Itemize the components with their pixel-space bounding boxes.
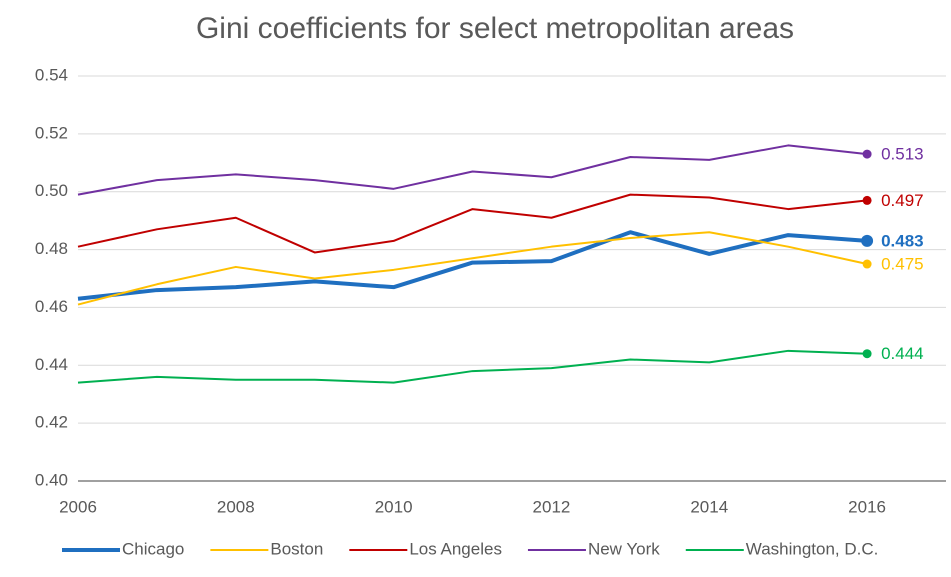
series-line [77, 231, 868, 306]
y-tick-label: 0.44 [35, 355, 68, 374]
chart-title: Gini coefficients for select metropolita… [196, 12, 794, 45]
end-marker [862, 349, 872, 359]
x-tick-label: 2010 [375, 497, 413, 516]
value-label: 0.497 [881, 191, 924, 210]
legend-label: Los Angeles [409, 539, 502, 558]
end-marker [861, 234, 874, 247]
value-label: 0.483 [881, 231, 924, 250]
value-label: 0.475 [881, 255, 924, 274]
value-label: 0.513 [881, 145, 924, 164]
end-marker [862, 149, 872, 159]
legend-label: Chicago [122, 539, 184, 558]
legend-label: Washington, D.C. [746, 539, 879, 558]
x-tick-label: 2006 [59, 497, 97, 516]
x-tick-label: 2014 [690, 497, 728, 516]
end-marker [862, 195, 872, 205]
x-tick-label: 2008 [217, 497, 255, 516]
x-tick-label: 2016 [848, 497, 886, 516]
legend-label: Boston [270, 539, 323, 558]
y-tick-label: 0.46 [35, 297, 68, 316]
y-tick-label: 0.48 [35, 239, 68, 258]
legend-label: New York [588, 539, 660, 558]
y-tick-label: 0.50 [35, 181, 68, 200]
value-label: 0.444 [881, 344, 924, 363]
y-tick-label: 0.42 [35, 413, 68, 432]
series-line [77, 193, 868, 254]
series-line [77, 230, 868, 301]
series-line [77, 144, 868, 196]
x-tick-label: 2012 [533, 497, 571, 516]
end-marker [862, 259, 872, 269]
y-tick-label: 0.54 [35, 65, 68, 84]
series-line [77, 349, 868, 384]
y-tick-label: 0.52 [35, 123, 68, 142]
y-tick-label: 0.40 [35, 470, 68, 489]
